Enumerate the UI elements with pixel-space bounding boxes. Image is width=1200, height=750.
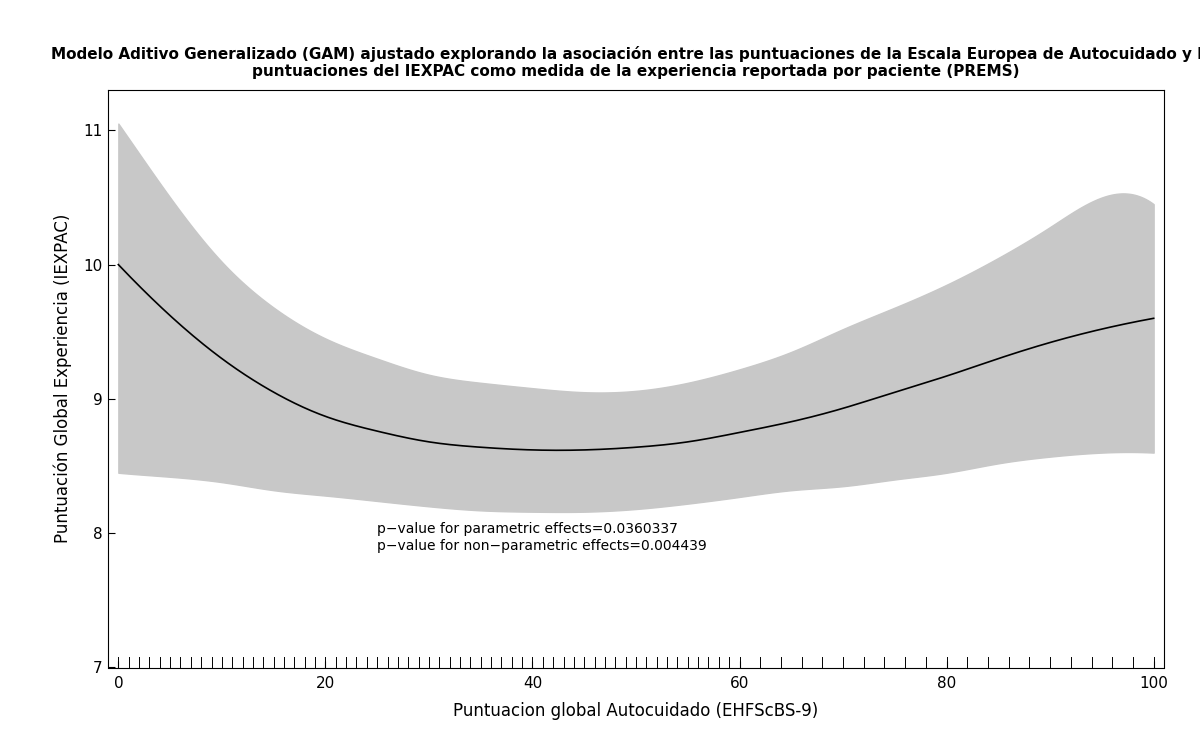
Y-axis label: Puntuación Global Experiencia (IEXPAC): Puntuación Global Experiencia (IEXPAC): [54, 214, 72, 544]
X-axis label: Puntuacion global Autocuidado (EHFScBS-9): Puntuacion global Autocuidado (EHFScBS-9…: [454, 702, 818, 720]
Title: Modelo Aditivo Generalizado (GAM) ajustado explorando la asociación entre las pu: Modelo Aditivo Generalizado (GAM) ajusta…: [50, 46, 1200, 79]
Text: p−value for parametric effects=0.0360337
p−value for non−parametric effects=0.00: p−value for parametric effects=0.0360337…: [377, 523, 707, 553]
